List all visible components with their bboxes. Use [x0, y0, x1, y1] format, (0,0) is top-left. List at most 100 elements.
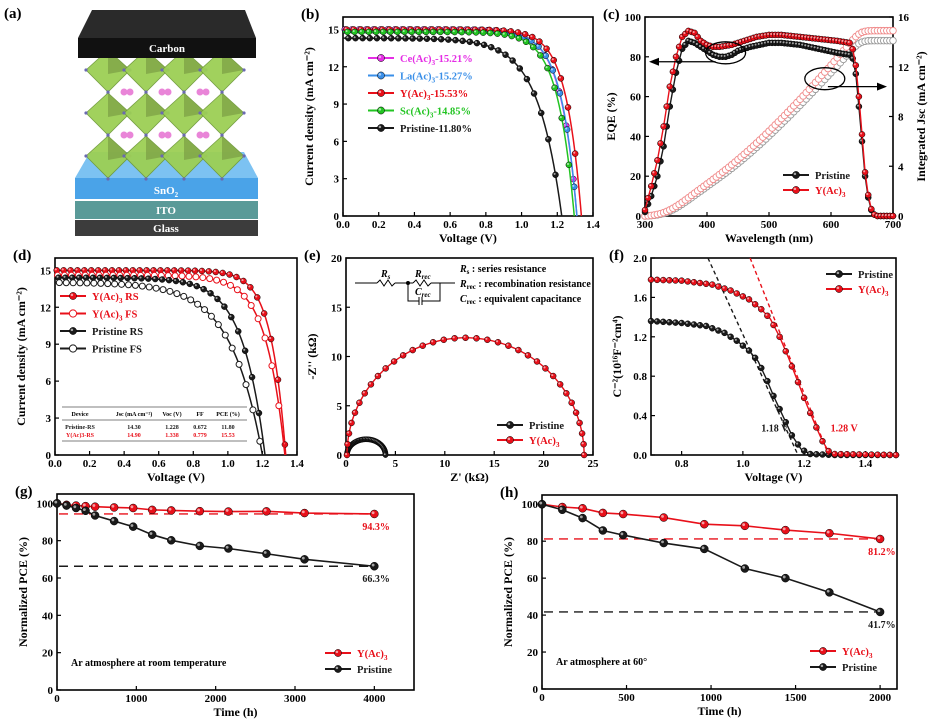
data-point-highlight	[863, 452, 866, 455]
data-point-highlight	[378, 90, 382, 94]
data-point	[480, 41, 488, 49]
data-point-highlight	[835, 38, 838, 42]
carbon-layer-rect	[78, 38, 256, 58]
data-point-highlight	[496, 48, 499, 51]
data-point	[69, 292, 77, 300]
legend-label: Pristine	[815, 171, 850, 182]
y-tick-label: 2.0	[633, 253, 647, 265]
data-point-highlight	[495, 31, 498, 34]
x-tick-label: 25	[588, 458, 600, 470]
data-point-highlight	[111, 275, 114, 279]
data-point	[807, 450, 814, 458]
data-point-highlight	[353, 36, 356, 39]
data-point-highlight	[679, 321, 682, 324]
data-point	[351, 409, 359, 416]
data-point-highlight	[763, 33, 767, 36]
y-tick-label: 60	[630, 92, 642, 104]
data-point	[782, 347, 789, 355]
data-point	[117, 274, 124, 282]
halide-atom	[198, 68, 202, 72]
data-point-highlight	[677, 44, 680, 47]
y-tick-label: 80	[630, 52, 642, 64]
data-point	[880, 451, 887, 459]
data-point-highlight	[785, 41, 788, 44]
data-point	[247, 301, 255, 309]
cation-atom	[158, 131, 166, 139]
data-point-highlight	[850, 47, 853, 50]
data-point	[862, 451, 869, 458]
data-point	[864, 191, 872, 199]
data-point	[194, 300, 202, 308]
data-point-highlight	[771, 323, 774, 326]
data-point	[536, 38, 543, 45]
data-point	[334, 649, 342, 657]
data-point-highlight	[263, 551, 267, 554]
cation-atom	[126, 88, 134, 96]
data-point-highlight	[757, 42, 760, 46]
data-point-highlight	[736, 48, 739, 51]
data-point-highlight	[388, 29, 391, 33]
halide-atom	[122, 68, 126, 72]
final-retention-label: 41.7%	[868, 620, 896, 631]
data-point	[576, 419, 583, 427]
legend-label: Pristine	[842, 663, 877, 674]
data-point-highlight	[667, 320, 670, 323]
data-point-highlight	[698, 44, 701, 47]
data-point-highlight	[234, 275, 237, 278]
data-point-highlight	[378, 108, 382, 111]
data-point-highlight	[655, 158, 658, 161]
data-point-highlight	[680, 34, 683, 38]
data-point	[776, 405, 783, 413]
data-point	[472, 29, 480, 36]
data-point-highlight	[832, 38, 835, 41]
data-point	[515, 35, 523, 42]
data-point-highlight	[68, 268, 71, 271]
data-point-highlight	[208, 291, 211, 294]
data-point	[875, 607, 885, 617]
data-point	[124, 274, 131, 282]
data-point	[533, 358, 541, 365]
data-point-highlight	[838, 39, 841, 42]
data-point-highlight	[335, 666, 339, 670]
data-point	[557, 75, 565, 82]
data-point	[521, 30, 529, 38]
y-tick-label: 3	[46, 413, 52, 425]
data-point	[466, 38, 474, 46]
data-point-highlight	[197, 543, 201, 547]
data-point-highlight	[782, 33, 785, 36]
data-point-highlight	[652, 171, 655, 174]
final-retention-label: 94.3%	[362, 522, 390, 533]
data-point-highlight	[679, 278, 682, 281]
data-point-highlight	[243, 348, 246, 351]
y2-tick-label: 12	[898, 62, 910, 74]
x-tick-label: 10	[439, 458, 451, 470]
data-point-highlight	[782, 41, 785, 44]
final-retention-label: 81.2%	[868, 547, 896, 558]
data-point	[233, 286, 241, 294]
data-point	[235, 360, 243, 368]
data-point-highlight	[250, 375, 253, 378]
data-point-highlight	[655, 319, 658, 322]
data-point	[158, 276, 166, 283]
data-point-highlight	[704, 281, 707, 284]
data-point-highlight	[532, 91, 535, 94]
data-point-highlight	[740, 343, 744, 346]
data-point-highlight	[474, 30, 477, 33]
data-point-highlight	[801, 35, 804, 38]
data-point-highlight	[851, 452, 854, 455]
data-point-highlight	[807, 35, 810, 39]
data-point	[807, 409, 814, 417]
data-point	[788, 363, 796, 370]
data-point-highlight	[573, 151, 576, 154]
table-cell: 11.80	[221, 425, 234, 431]
halide-atom	[160, 154, 164, 158]
data-point-highlight	[819, 37, 822, 40]
data-point-highlight	[559, 507, 563, 510]
data-point-highlight	[751, 44, 754, 47]
data-point-highlight	[206, 269, 209, 272]
data-point	[568, 399, 575, 407]
data-point-highlight	[783, 349, 786, 352]
data-point-highlight	[600, 510, 604, 514]
data-point	[361, 390, 368, 397]
data-point	[111, 280, 119, 288]
